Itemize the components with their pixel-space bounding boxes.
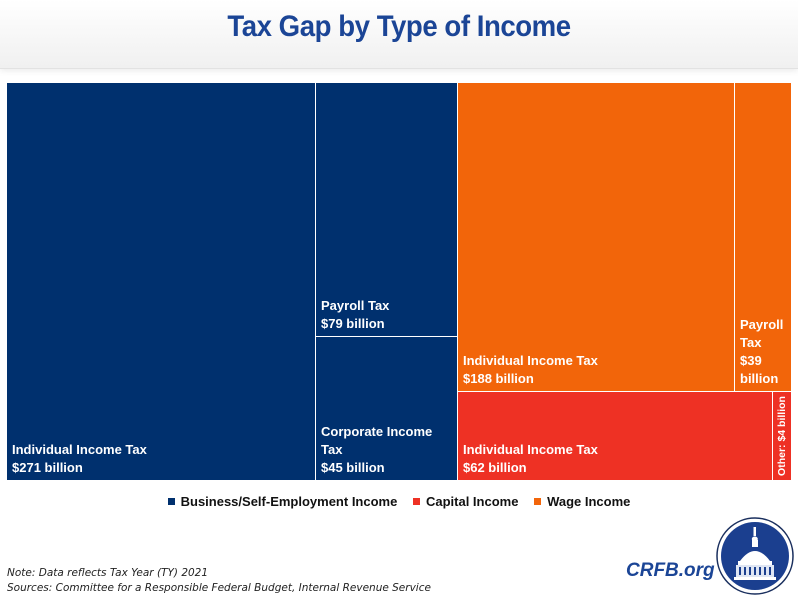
tile-capital-individual-income-tax: Individual Income Tax $62 billion <box>457 391 773 481</box>
legend-label: Business/Self-Employment Income <box>180 494 398 509</box>
tile-label: Individual Income Tax <box>463 353 598 368</box>
tile-label: Corporate Income Tax <box>321 424 433 457</box>
tile-value: $45 billion <box>321 460 385 475</box>
tile-value: $39 billion <box>740 353 779 386</box>
legend-item-wage: Wage Income <box>534 494 630 509</box>
tile-value: $188 billion <box>463 371 534 386</box>
tile-value: Other: $4 billion <box>776 396 788 476</box>
title-banner: Tax Gap by Type of Income <box>0 0 798 69</box>
capitol-dome-icon <box>716 517 794 595</box>
note-text: Note: Data reflects Tax Year (TY) 2021 <box>7 567 209 579</box>
tile-label: Individual Income Tax <box>463 442 598 457</box>
sources-text: Sources: Committee for a Responsible Fed… <box>7 582 431 594</box>
tile-wage-individual-income-tax: Individual Income Tax $188 billion <box>457 82 735 392</box>
legend-swatch-business <box>167 498 175 505</box>
site-link[interactable]: CRFB.org <box>626 560 715 581</box>
legend-item-business: Business/Self-Employment Income <box>167 494 398 509</box>
tile-value: $62 billion <box>463 460 527 475</box>
legend: Business/Self-Employment Income Capital … <box>0 494 798 509</box>
chart-title: Tax Gap by Type of Income <box>227 10 571 43</box>
tile-business-corporate-income-tax: Corporate Income Tax $45 billion <box>315 336 458 481</box>
legend-item-capital: Capital Income <box>412 494 519 509</box>
tile-label: Payroll Tax <box>740 317 784 350</box>
tile-wage-payroll-tax: Payroll Tax $39 billion <box>734 82 792 392</box>
tile-label: Individual Income Tax <box>12 442 147 457</box>
legend-swatch-capital <box>412 498 420 505</box>
legend-swatch-wage <box>534 498 542 505</box>
tile-business-payroll-tax: Payroll Tax $79 billion <box>315 82 458 337</box>
footnotes: Note: Data reflects Tax Year (TY) 2021 S… <box>7 566 431 596</box>
tile-label: Payroll Tax <box>321 298 390 313</box>
legend-label: Capital Income <box>425 494 519 509</box>
legend-label: Wage Income <box>547 494 631 509</box>
tile-capital-other: Other: $4 billion <box>772 391 792 481</box>
tile-value: $79 billion <box>321 316 385 331</box>
tile-business-individual-income-tax: Individual Income Tax $271 billion <box>6 82 316 481</box>
tile-value: $271 billion <box>12 460 83 475</box>
